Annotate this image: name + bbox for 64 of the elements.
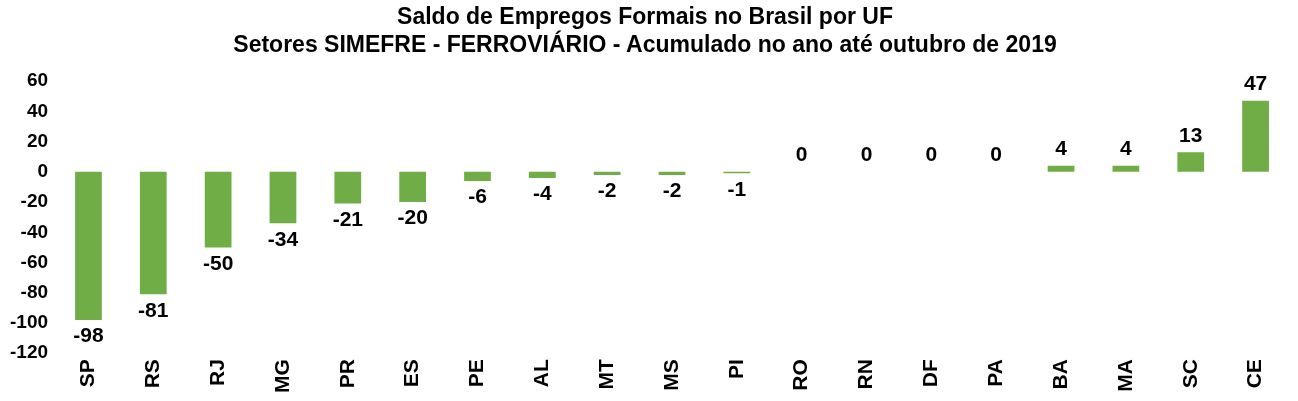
data-label: -81 xyxy=(138,297,169,321)
x-tick-label: SC xyxy=(1177,359,1201,389)
bar xyxy=(1112,165,1140,172)
data-label: -34 xyxy=(267,226,299,250)
bar xyxy=(593,171,621,175)
bar xyxy=(1177,152,1205,172)
bar xyxy=(399,171,427,203)
x-tick-label: RN xyxy=(853,359,877,390)
bar xyxy=(204,171,232,248)
y-tick-label: -20 xyxy=(20,190,49,212)
chart-title: Saldo de Empregos Formais no Brasil por UF xyxy=(397,3,893,30)
x-tick-label: BA xyxy=(1047,359,1071,390)
chart-subtitle: Setores SIMEFRE - FERROVIÁRIO - Acumulado no ano até outubro de 2019 xyxy=(233,29,1057,57)
bar xyxy=(75,171,102,320)
x-tick-label: RS xyxy=(140,359,164,389)
data-label: -6 xyxy=(468,184,487,208)
x-tick-label: ES xyxy=(399,359,423,388)
data-label: 0 xyxy=(795,142,808,166)
data-label: -2 xyxy=(597,178,617,202)
bar xyxy=(464,171,491,181)
y-tick-label: -80 xyxy=(20,280,49,302)
x-tick-label: RJ xyxy=(204,359,228,387)
bar xyxy=(139,171,167,295)
bar xyxy=(269,171,297,224)
data-label: 13 xyxy=(1179,122,1203,146)
y-tick-label: 40 xyxy=(26,99,49,121)
bar xyxy=(658,171,686,175)
bar xyxy=(1242,100,1269,172)
x-tick-label: MG xyxy=(269,359,293,393)
x-tick-label: MA xyxy=(1112,359,1136,392)
data-label: 4 xyxy=(1120,136,1133,160)
y-tick-label: 20 xyxy=(26,129,49,151)
data-label: 0 xyxy=(990,142,1003,166)
data-label: -50 xyxy=(202,250,234,274)
data-label: 4 xyxy=(1055,136,1068,160)
y-tick-label: 0 xyxy=(37,160,49,182)
x-tick-label: PE xyxy=(464,359,488,388)
y-tick-label: -40 xyxy=(20,220,49,242)
x-tick-label: PR xyxy=(334,359,358,389)
data-label: -4 xyxy=(532,181,552,205)
data-label: -1 xyxy=(727,176,747,200)
y-tick-label: -120 xyxy=(10,341,49,363)
data-label: -2 xyxy=(662,178,682,202)
x-tick-label: RO xyxy=(788,359,812,391)
bar xyxy=(334,171,362,204)
y-tick-label: -100 xyxy=(10,311,49,333)
x-tick-label: PA xyxy=(983,359,1007,387)
y-tick-label: -60 xyxy=(20,250,49,272)
data-label: -20 xyxy=(397,205,428,229)
bar xyxy=(528,171,556,178)
x-tick-label: DF xyxy=(918,359,942,388)
x-tick-label: MT xyxy=(593,359,617,390)
bar xyxy=(1047,165,1075,172)
data-label: 47 xyxy=(1243,71,1268,95)
data-label: -98 xyxy=(73,323,104,347)
y-tick-label: 60 xyxy=(26,69,49,91)
x-tick-label: CE xyxy=(1242,359,1266,389)
x-tick-label: PI xyxy=(723,359,747,380)
data-label: 0 xyxy=(925,142,938,166)
x-tick-label: AL xyxy=(529,359,553,388)
x-tick-label: MS xyxy=(658,359,682,391)
data-label: 0 xyxy=(860,142,873,166)
data-label: -21 xyxy=(332,206,364,230)
x-tick-label: SP xyxy=(75,359,99,388)
